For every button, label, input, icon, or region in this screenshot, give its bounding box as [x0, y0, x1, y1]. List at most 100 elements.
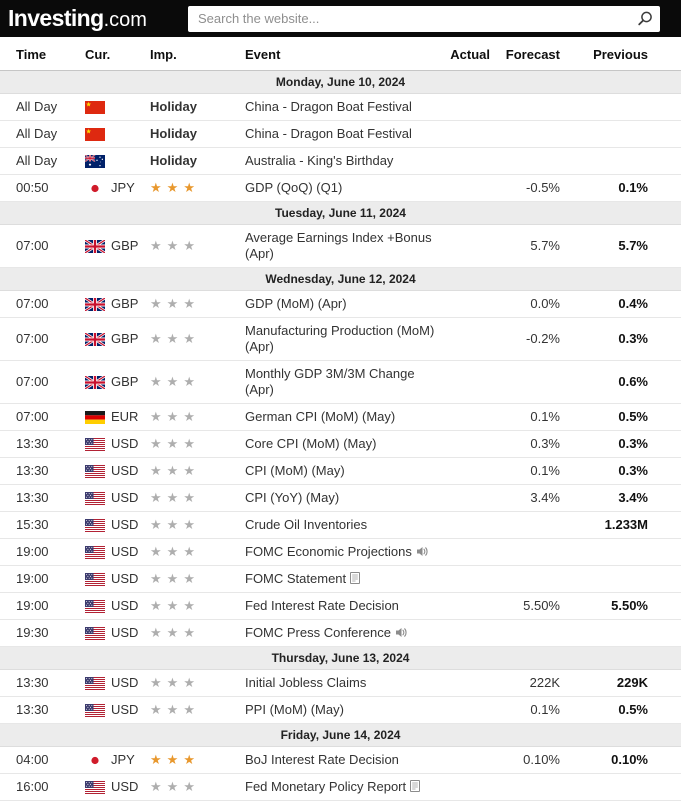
previous-value: 0.6%: [618, 374, 648, 389]
holiday-label: Holiday: [150, 153, 197, 168]
event-row: 07:00 GBP ★ ★ ★ Manufacturing Production (MoM…: [0, 318, 681, 361]
document-icon[interactable]: [410, 780, 421, 792]
importance-stars: ★ ★ ★: [150, 702, 200, 717]
currency-code: USD: [111, 571, 139, 586]
star-icon: ★: [150, 598, 162, 613]
importance-cell: ★ ★ ★: [150, 752, 245, 768]
event-row: 07:00 GBP ★ ★ ★ Average Earnings Index +Bonus…: [0, 225, 681, 268]
event-row: 13:30 USD ★ ★ ★ Initial Jobless Claims 222K 229…: [0, 670, 681, 697]
star-icon: ★: [166, 180, 179, 195]
previous-value: 0.4%: [618, 296, 648, 311]
star-icon: ★: [166, 544, 179, 559]
column-header-actual: Actual: [450, 47, 490, 62]
importance-stars: ★ ★ ★: [150, 180, 200, 195]
event-cell: GDP (MoM) (Apr): [245, 296, 444, 312]
star-icon: ★: [150, 702, 162, 717]
previous-value: 3.4%: [618, 490, 648, 505]
event-link[interactable]: FOMC Statement: [245, 571, 347, 586]
event-link[interactable]: Fed Monetary Policy Report: [245, 779, 407, 794]
currency-code: USD: [111, 702, 139, 717]
star-icon: ★: [166, 296, 179, 311]
importance-cell: Holiday: [150, 126, 245, 142]
event-cell: German CPI (MoM) (May): [245, 409, 444, 425]
search-icon[interactable]: [637, 11, 653, 27]
previous-value: 0.1%: [618, 180, 648, 195]
currency-cell: USD: [85, 675, 150, 691]
speaker-icon[interactable]: [416, 546, 429, 557]
event-time: 16:00: [16, 779, 49, 794]
currency-cell: USD: [85, 544, 150, 560]
event-time: 13:30: [16, 702, 49, 717]
currency-cell: [85, 127, 150, 141]
event-link[interactable]: Initial Jobless Claims: [245, 675, 367, 690]
event-link[interactable]: Fed Interest Rate Decision: [245, 598, 399, 613]
date-row: Monday, June 10, 2024: [0, 71, 681, 94]
forecast-value: 0.1%: [530, 463, 560, 478]
event-time: All Day: [16, 126, 58, 141]
event-link[interactable]: German CPI (MoM) (May): [245, 409, 396, 424]
jp-flag-icon: [85, 181, 105, 195]
event-link[interactable]: BoJ Interest Rate Decision: [245, 752, 399, 767]
importance-cell: ★ ★ ★: [150, 374, 245, 390]
event-time: 13:30: [16, 675, 49, 690]
previous-value: 0.5%: [618, 702, 648, 717]
us-flag-icon: [85, 599, 105, 613]
event-link[interactable]: GDP (MoM) (Apr): [245, 296, 347, 311]
event-link[interactable]: GDP (QoQ) (Q1): [245, 180, 343, 195]
column-header-event: Event: [245, 47, 281, 62]
importance-cell: ★ ★ ★: [150, 238, 245, 254]
event-link[interactable]: Australia - King's Birthday: [245, 153, 394, 168]
event-link[interactable]: FOMC Economic Projections: [245, 544, 412, 559]
forecast-value: 5.7%: [530, 238, 560, 253]
search-input[interactable]: [188, 5, 660, 32]
gb-flag-icon: [85, 297, 105, 311]
speaker-icon[interactable]: [395, 627, 408, 638]
search-bar: [188, 5, 660, 32]
event-time: 07:00: [16, 409, 49, 424]
event-row: 00:50 JPY ★ ★ ★ GDP (QoQ) (Q1) -0.5% 0.1%: [0, 175, 681, 202]
previous-value: 0.5%: [618, 409, 648, 424]
top-bar: Investing .com: [0, 0, 681, 37]
currency-cell: USD: [85, 517, 150, 533]
currency-cell: [85, 100, 150, 114]
star-icon: ★: [166, 463, 179, 478]
event-link[interactable]: China - Dragon Boat Festival: [245, 126, 412, 141]
star-icon: ★: [166, 702, 179, 717]
star-icon: ★: [150, 374, 162, 389]
event-time: 07:00: [16, 331, 49, 346]
event-cell: CPI (YoY) (May): [245, 490, 444, 506]
event-row: 07:00 GBP ★ ★ ★ Monthly GDP 3M/3M Change (Apr…: [0, 361, 681, 404]
event-time: 00:50: [16, 180, 49, 195]
currency-cell: USD: [85, 598, 150, 614]
previous-value: 0.3%: [618, 463, 648, 478]
event-link[interactable]: Core CPI (MoM) (May): [245, 436, 377, 451]
event-link[interactable]: PPI (MoM) (May): [245, 702, 344, 717]
event-row: All Day Holiday China - Dragon Boat Festiv…: [0, 121, 681, 148]
star-icon: ★: [166, 238, 179, 253]
importance-cell: ★ ★ ★: [150, 409, 245, 425]
event-link[interactable]: China - Dragon Boat Festival: [245, 99, 412, 114]
currency-code: EUR: [111, 409, 139, 424]
currency-code: GBP: [111, 238, 139, 253]
event-link[interactable]: FOMC Press Conference: [245, 625, 391, 640]
event-link[interactable]: Average Earnings Index +Bonus (Apr): [245, 230, 432, 261]
logo[interactable]: Investing .com: [0, 5, 188, 32]
event-link[interactable]: Monthly GDP 3M/3M Change (Apr): [245, 366, 415, 397]
star-icon: ★: [150, 490, 162, 505]
importance-stars: ★ ★ ★: [150, 752, 200, 767]
event-link[interactable]: Crude Oil Inventories: [245, 517, 368, 532]
star-icon: ★: [183, 571, 195, 586]
document-icon[interactable]: [350, 572, 361, 584]
event-cell: Monthly GDP 3M/3M Change (Apr): [245, 366, 444, 398]
currency-cell: USD: [85, 625, 150, 641]
event-link[interactable]: Manufacturing Production (MoM) (Apr): [245, 323, 435, 354]
event-row: 19:30 USD ★ ★ ★ FOMC Press Conference: [0, 620, 681, 647]
previous-value: 229K: [616, 675, 648, 690]
event-link[interactable]: CPI (YoY) (May): [245, 490, 340, 505]
previous-value: 0.3%: [618, 436, 648, 451]
previous-value: 0.10%: [611, 752, 648, 767]
event-time: 13:30: [16, 463, 49, 478]
forecast-value: 222K: [529, 675, 560, 690]
star-icon: ★: [183, 752, 195, 767]
event-link[interactable]: CPI (MoM) (May): [245, 463, 345, 478]
